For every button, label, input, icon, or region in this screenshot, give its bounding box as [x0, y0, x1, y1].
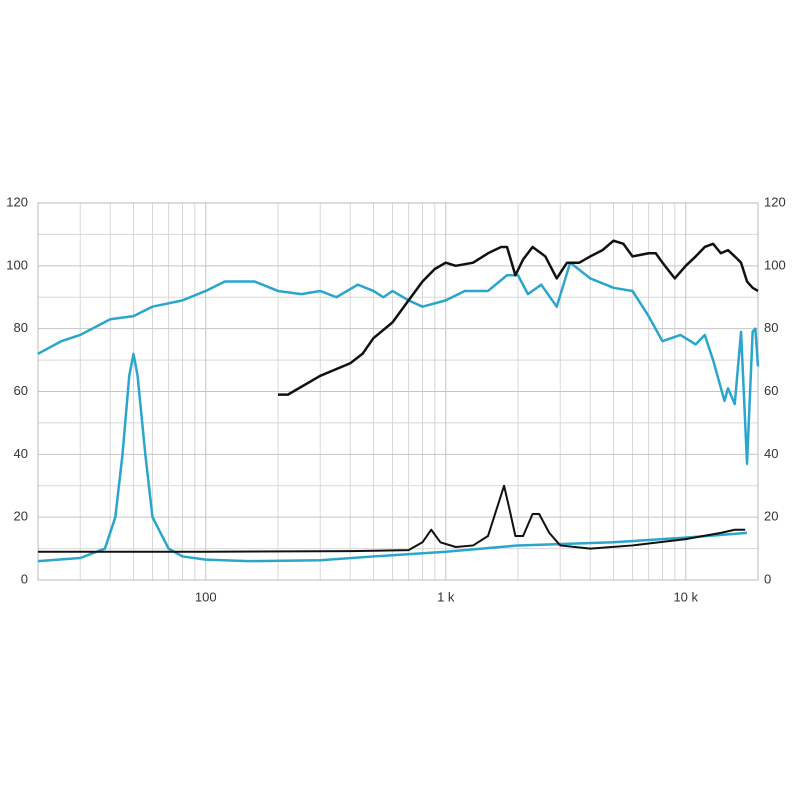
y2-tick-label: 0	[764, 571, 771, 586]
y-tick-label: 20	[14, 509, 28, 524]
plot-frame	[37, 202, 759, 581]
x-tick-label: 1 k	[437, 589, 455, 604]
y-tick-label: 80	[14, 320, 28, 335]
y-tick-label: 0	[21, 571, 28, 586]
data-line	[278, 239, 759, 396]
y2-tick-label: 120	[764, 194, 786, 209]
y-tick-label: 60	[14, 383, 28, 398]
y2-tick-label: 80	[764, 320, 778, 335]
y2-tick-label: 40	[764, 446, 778, 461]
y2-tick-label: 60	[764, 383, 778, 398]
y2-tick-label: 20	[764, 509, 778, 524]
data-line	[37, 352, 748, 563]
x-tick-label: 100	[195, 589, 217, 604]
y2-tick-label: 100	[764, 257, 786, 272]
data-line	[37, 261, 760, 466]
y-tick-label: 40	[14, 446, 28, 461]
data-line	[38, 484, 746, 553]
y-tick-label: 120	[6, 194, 28, 209]
y-tick-label: 100	[6, 257, 28, 272]
x-tick-label: 10 k	[673, 589, 698, 604]
